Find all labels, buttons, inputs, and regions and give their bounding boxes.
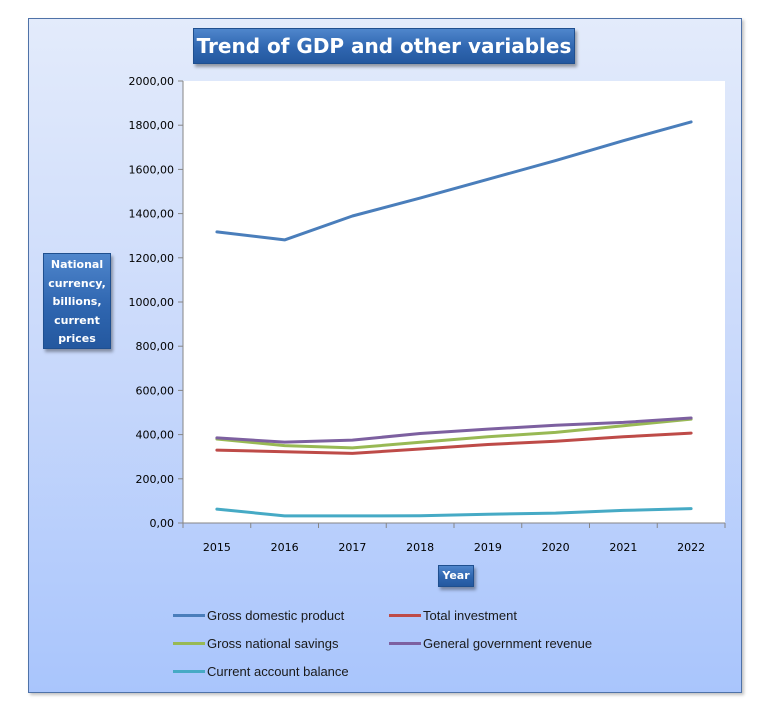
y-tick-label: 0,00 xyxy=(150,517,175,530)
y-tick-label: 1000,00 xyxy=(129,296,175,309)
plot-background xyxy=(183,81,725,523)
series-line-current-account-balance xyxy=(215,507,693,518)
x-tick-label: 2019 xyxy=(474,541,502,554)
legend-label: Current account balance xyxy=(207,664,349,679)
legend-item-savings: Gross national savings xyxy=(173,636,339,651)
legend-swatch xyxy=(173,614,205,617)
x-tick-label: 2018 xyxy=(406,541,434,554)
legend-swatch xyxy=(389,614,421,617)
series-line-general-government-revenue xyxy=(215,416,693,444)
x-tick-label: 2017 xyxy=(338,541,366,554)
y-tick-label: 400,00 xyxy=(136,429,175,442)
legend-swatch xyxy=(173,670,205,673)
y-tick-label: 2000,00 xyxy=(129,75,175,88)
chart-title: Trend of GDP and other variables xyxy=(193,28,575,64)
y-axis-title: National currency, billions, current pri… xyxy=(43,253,111,349)
series-line-gross-national-savings xyxy=(215,417,693,450)
legend-item-current-account: Current account balance xyxy=(173,664,349,679)
y-tick-label: 1600,00 xyxy=(129,163,175,176)
legend-label: Total investment xyxy=(423,608,517,623)
x-axis-title: Year xyxy=(438,565,474,587)
legend-item-gov-revenue: General government revenue xyxy=(389,636,592,651)
y-axis-title-line: current xyxy=(54,313,100,327)
y-axis-title-line: billions, xyxy=(52,295,102,308)
y-tick-label: 600,00 xyxy=(136,384,175,397)
series-line-total-investment xyxy=(215,431,693,455)
y-tick-label: 1200,00 xyxy=(129,252,175,265)
legend-item-gdp: Gross domestic product xyxy=(173,608,344,623)
series-line-gross-domestic-product xyxy=(215,120,693,242)
x-tick-label: 2021 xyxy=(609,541,637,554)
y-tick-label: 1800,00 xyxy=(129,119,175,132)
x-tick-label: 2016 xyxy=(271,541,299,554)
y-axis-title-line: National xyxy=(50,258,104,271)
legend-label: Gross domestic product xyxy=(207,608,345,623)
legend-item-investment: Total investment xyxy=(389,608,517,623)
legend-label: General government revenue xyxy=(423,636,593,651)
legend-label: Gross national savings xyxy=(207,636,339,651)
y-axis-title-line: prices xyxy=(58,332,96,345)
y-tick-label: 200,00 xyxy=(136,473,175,486)
x-tick-label: 2015 xyxy=(203,541,231,554)
y-axis-title-line: currency, xyxy=(48,276,106,290)
x-tick-label: 2022 xyxy=(677,541,705,554)
y-tick-label: 1400,00 xyxy=(129,208,175,221)
y-tick-label: 800,00 xyxy=(136,340,175,353)
legend-swatch xyxy=(173,642,205,645)
legend-swatch xyxy=(389,642,421,645)
x-tick-label: 2020 xyxy=(542,541,570,554)
